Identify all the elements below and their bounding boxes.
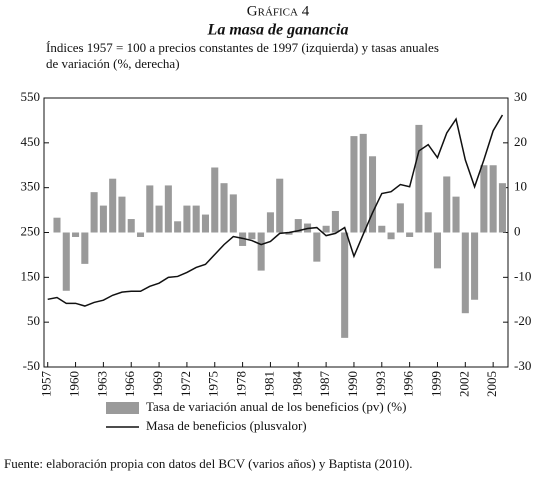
bar bbox=[72, 232, 80, 237]
bar bbox=[424, 212, 432, 233]
bar bbox=[239, 232, 247, 246]
bar bbox=[350, 136, 358, 233]
bar bbox=[480, 165, 488, 233]
bar bbox=[109, 178, 117, 233]
bar bbox=[331, 210, 339, 233]
y2-tick-label: -20 bbox=[514, 313, 531, 328]
x-tick-label: 1966 bbox=[122, 371, 137, 398]
x-tick-label: 1987 bbox=[317, 371, 332, 398]
x-tick-label: 1972 bbox=[178, 371, 193, 397]
bar bbox=[452, 196, 460, 233]
y2-tick-label: 0 bbox=[514, 223, 521, 238]
bar bbox=[53, 217, 61, 233]
bar bbox=[433, 232, 441, 269]
x-tick-label: 1963 bbox=[94, 371, 109, 397]
y-tick-label: 50 bbox=[27, 313, 40, 328]
bar bbox=[285, 232, 293, 235]
line bbox=[47, 114, 504, 307]
chart-label: Gráfica 4 bbox=[247, 3, 310, 19]
bar bbox=[498, 183, 506, 233]
bar bbox=[396, 203, 404, 233]
bar bbox=[313, 232, 321, 262]
x-tick-label: 1957 bbox=[39, 371, 54, 398]
y2-tick-label: 20 bbox=[514, 134, 527, 149]
subtitle: de variación (%, derecha) bbox=[46, 56, 180, 71]
x-tick-label: 1984 bbox=[289, 371, 304, 398]
legend-label: Tasa de variación anual de los beneficio… bbox=[146, 399, 406, 414]
x-tick-label: 1981 bbox=[261, 371, 276, 397]
x-tick-label: 1960 bbox=[67, 371, 82, 397]
bar bbox=[229, 194, 237, 233]
bar bbox=[276, 178, 284, 233]
bar bbox=[368, 156, 377, 233]
y-tick-label: 450 bbox=[21, 134, 41, 149]
bar bbox=[192, 205, 200, 233]
bar bbox=[127, 219, 135, 233]
bar bbox=[341, 232, 349, 338]
y2-tick-label: 30 bbox=[514, 89, 527, 104]
bar bbox=[406, 232, 414, 237]
bar bbox=[257, 232, 265, 271]
subtitle: Índices 1957 = 100 a precios constantes … bbox=[46, 40, 439, 55]
y2-tick-label: -30 bbox=[514, 358, 531, 373]
bar bbox=[220, 183, 228, 233]
y-tick-label: 350 bbox=[21, 179, 41, 194]
y-tick-label: -50 bbox=[23, 358, 40, 373]
bar bbox=[443, 176, 451, 233]
x-tick-label: 2005 bbox=[484, 371, 499, 397]
bar bbox=[155, 205, 163, 233]
x-tick-label: 1978 bbox=[234, 371, 249, 397]
y-tick-label: 550 bbox=[21, 89, 41, 104]
x-tick-label: 2002 bbox=[456, 371, 471, 397]
bar bbox=[415, 124, 423, 233]
bar bbox=[359, 133, 367, 233]
bar bbox=[461, 232, 469, 314]
y-tick-label: 250 bbox=[21, 223, 41, 238]
y2-tick-label: -10 bbox=[514, 268, 531, 283]
x-tick-label: 1996 bbox=[401, 371, 416, 398]
bar bbox=[90, 192, 98, 233]
bar bbox=[174, 221, 182, 233]
bar bbox=[471, 232, 479, 300]
bar bbox=[294, 219, 302, 233]
bar bbox=[118, 196, 126, 233]
legend-label: Masa de beneficios (plusvalor) bbox=[146, 418, 307, 433]
legend-swatch bbox=[106, 402, 139, 414]
y2-tick-label: 10 bbox=[514, 179, 527, 194]
bar bbox=[378, 225, 386, 233]
x-tick-label: 1990 bbox=[345, 371, 360, 397]
bar bbox=[62, 232, 70, 291]
x-tick-label: 1999 bbox=[428, 371, 443, 397]
bar bbox=[322, 225, 330, 233]
bar bbox=[164, 185, 172, 233]
bar bbox=[387, 232, 395, 240]
bar bbox=[136, 232, 145, 237]
bar bbox=[489, 165, 497, 233]
bar bbox=[266, 212, 274, 233]
x-tick-label: 1969 bbox=[150, 371, 165, 397]
chart-title: La masa de ganancia bbox=[207, 22, 349, 39]
y-tick-label: 150 bbox=[21, 268, 41, 283]
bar bbox=[99, 205, 107, 233]
bar bbox=[183, 205, 191, 233]
bar bbox=[201, 214, 209, 233]
bar bbox=[146, 185, 154, 233]
x-tick-label: 1993 bbox=[373, 371, 388, 397]
bar bbox=[248, 232, 256, 240]
source: Fuente: elaboración propia con datos del… bbox=[4, 456, 412, 471]
x-tick-label: 1975 bbox=[206, 371, 221, 397]
bar bbox=[211, 167, 219, 233]
bar bbox=[81, 232, 89, 264]
